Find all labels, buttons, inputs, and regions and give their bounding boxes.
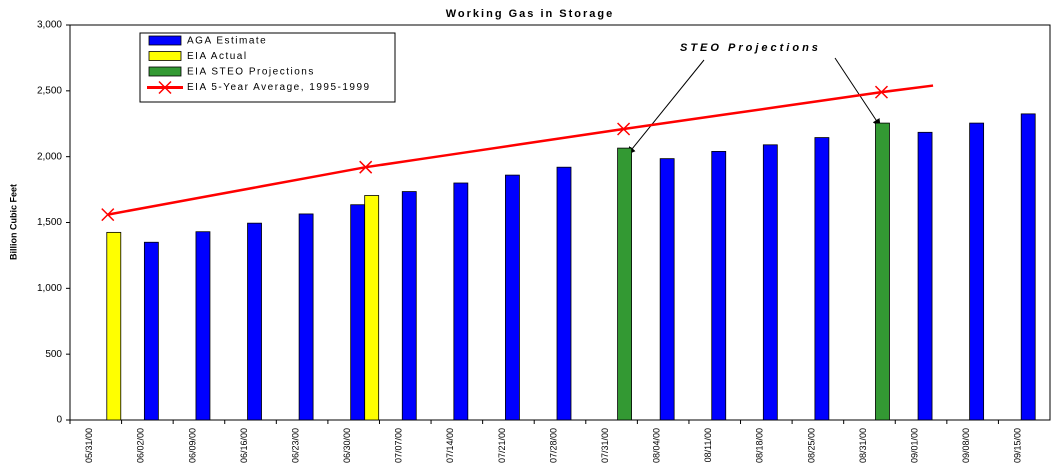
bar <box>969 122 985 421</box>
bar <box>762 144 778 421</box>
y-tick-label: 2,500 <box>37 85 62 96</box>
bar <box>505 174 520 421</box>
line-marker <box>101 208 115 222</box>
x-tick-label: 08/31/00 <box>858 428 868 463</box>
legend-swatch <box>148 66 182 77</box>
bar <box>350 204 366 421</box>
legend <box>139 32 396 103</box>
legend-swatch <box>148 35 182 46</box>
annotation: STEO Projections <box>680 42 821 54</box>
y-axis-label: Billion Cubic Feet <box>8 184 18 260</box>
y-tick-label: 1,500 <box>37 217 62 228</box>
x-tick-label: 05/31/00 <box>84 428 94 463</box>
legend-label: EIA Actual <box>187 51 248 62</box>
y-tick-label: 3,000 <box>37 20 62 31</box>
line <box>107 84 934 216</box>
bar <box>917 131 933 421</box>
legend-label: AGA Estimate <box>187 36 267 47</box>
x-tick-label: 07/07/00 <box>394 428 404 463</box>
x-tick-label: 09/08/00 <box>961 428 971 463</box>
line-marker <box>617 122 631 136</box>
x-tick-label: 09/15/00 <box>1013 428 1023 463</box>
x-tick-label: 06/16/00 <box>239 428 249 463</box>
bar <box>364 195 380 421</box>
x-tick-label: 07/21/00 <box>497 428 507 463</box>
bar <box>453 182 469 421</box>
x-tick-label: 06/02/00 <box>136 428 146 463</box>
y-tick-label: 500 <box>45 349 62 360</box>
line-marker <box>359 160 373 174</box>
x-tick-label: 07/31/00 <box>600 428 610 463</box>
x-tick-label: 06/09/00 <box>187 428 197 463</box>
x-tick-label: 06/23/00 <box>290 428 300 463</box>
x-tick-label: 08/04/00 <box>652 428 662 463</box>
bar <box>1020 113 1036 421</box>
x-tick-label: 08/25/00 <box>806 428 816 463</box>
bar <box>298 213 314 421</box>
x-tick-label: 07/28/00 <box>548 428 558 463</box>
x-tick-label: 08/18/00 <box>755 428 765 463</box>
legend-label: EIA 5-Year Average, 1995-1999 <box>187 82 371 93</box>
chart-title: Working Gas in Storage <box>446 8 615 20</box>
legend-swatch <box>148 51 182 61</box>
legend-label: EIA STEO Projections <box>187 67 315 78</box>
line-marker <box>874 85 889 99</box>
annotation-arrow <box>834 57 881 127</box>
x-tick-label: 06/30/00 <box>342 428 352 463</box>
bar <box>875 122 890 421</box>
bar <box>617 147 632 421</box>
y-tick-label: 1,000 <box>37 283 62 294</box>
bar <box>106 231 122 421</box>
bar <box>711 150 727 421</box>
bar <box>401 191 417 421</box>
x-tick-label: 08/11/00 <box>703 428 713 462</box>
bar <box>659 158 675 421</box>
x-tick-label: 07/14/00 <box>445 428 455 463</box>
bar <box>195 231 211 421</box>
bar <box>814 137 830 421</box>
y-tick-label: 0 <box>56 415 62 426</box>
legend-swatch <box>158 80 172 95</box>
y-tick-label: 2,000 <box>37 151 62 162</box>
bar <box>143 241 159 421</box>
bar <box>556 166 572 421</box>
annotation-arrow <box>627 59 705 155</box>
x-tick-label: 09/01/00 <box>909 428 919 463</box>
bar <box>247 222 262 421</box>
